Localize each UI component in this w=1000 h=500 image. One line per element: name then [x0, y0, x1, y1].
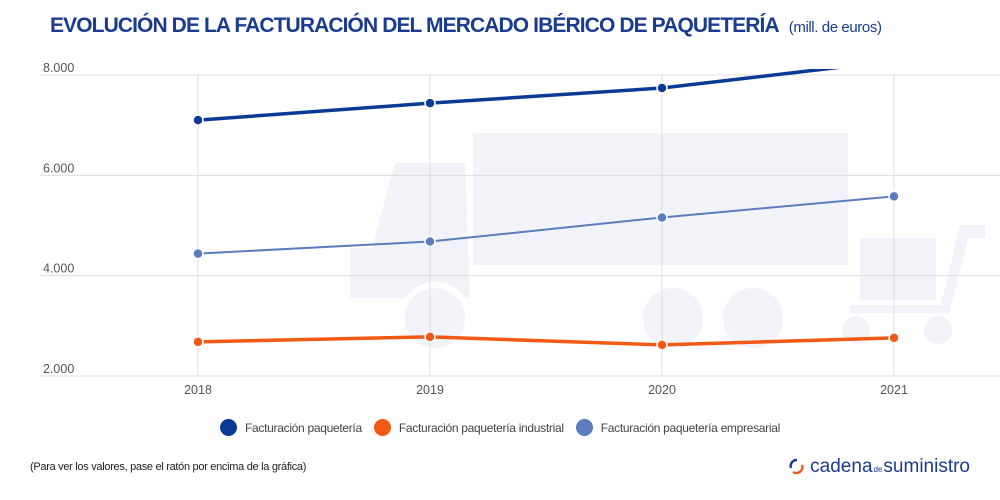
y-axis: 2.000 4.000 6.000 8.000 [43, 61, 74, 376]
data-point[interactable] [192, 336, 204, 348]
chart-title: EVOLUCIÓN DE LA FACTURACIÓN DEL MERCADO … [50, 14, 980, 38]
data-point[interactable] [424, 331, 436, 343]
cadena-de-suministro-logo[interactable]: cadena de suministro [788, 456, 970, 478]
data-point[interactable] [192, 114, 204, 126]
logo-text-suministro: suministro [883, 456, 970, 477]
logo-mark-icon [789, 458, 804, 474]
legend: Facturación paquetería Facturación paque… [0, 419, 1000, 436]
legend-marker-icon [575, 419, 593, 436]
x-tick-label: 2019 [416, 383, 444, 397]
chart-title-main: EVOLUCIÓN DE LA FACTURACIÓN DEL MERCADO … [50, 14, 780, 37]
hover-hint-note: (Para ver los valores, pase el ratón por… [30, 461, 307, 473]
x-tick-label: 2021 [880, 383, 908, 397]
data-point[interactable] [656, 211, 668, 224]
logo-text-cadena: cadena [810, 456, 873, 477]
data-point[interactable] [656, 82, 668, 94]
legend-item-empresarial[interactable]: Facturación paquetería empresarial [575, 419, 781, 436]
legend-item-paqueteria[interactable]: Facturación paquetería [220, 419, 362, 436]
data-point[interactable] [656, 339, 668, 351]
truck-watermark [350, 133, 985, 354]
legend-marker-icon [373, 419, 391, 436]
x-tick-label: 2018 [184, 383, 212, 397]
series-line [197, 195, 895, 255]
line-chart[interactable]: 2.000 4.000 6.000 8.000 2018 2019 2020 2021 [0, 0, 1000, 410]
x-tick-label: 2020 [648, 383, 676, 397]
data-point[interactable] [424, 235, 436, 248]
legend-item-industrial[interactable]: Facturación paquetería industrial [373, 419, 564, 436]
legend-label: Facturación paquetería [245, 420, 362, 435]
chart-title-unit: (mill. de euros) [788, 19, 882, 36]
data-point[interactable] [888, 332, 900, 344]
legend-label: Facturación paquetería empresarial [600, 420, 781, 435]
y-tick-label: 2.000 [43, 362, 74, 376]
data-point[interactable] [192, 247, 204, 260]
legend-label: Facturación paquetería industrial [398, 420, 564, 435]
data-point[interactable] [424, 97, 436, 109]
legend-marker-icon [220, 419, 238, 436]
data-point[interactable] [888, 190, 900, 203]
y-tick-label: 4.000 [43, 262, 74, 276]
y-tick-label: 8.000 [43, 61, 74, 75]
series-line [197, 69, 841, 122]
series-line [197, 335, 895, 347]
series-group [192, 69, 900, 351]
x-axis: 2018 2019 2020 2021 [184, 383, 908, 397]
y-tick-label: 6.000 [43, 161, 74, 175]
logo-text-de: de [873, 465, 883, 474]
grid [40, 74, 1000, 377]
